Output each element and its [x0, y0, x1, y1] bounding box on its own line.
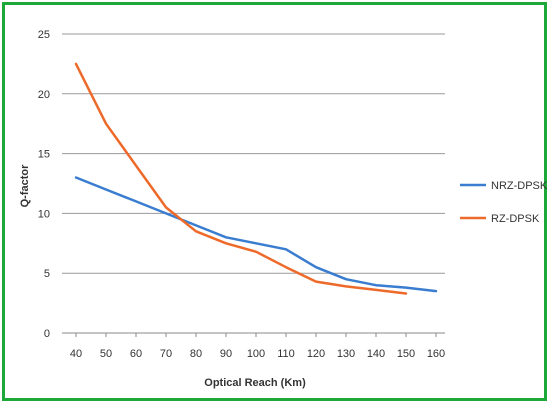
- x-axis-label: Optical Reach (Km): [204, 377, 306, 389]
- x-tick-label: 40: [70, 348, 82, 360]
- x-axis-ticks: 40 50 60 70 80 90 100 110 120 130 140 150 160: [70, 333, 445, 360]
- y-tick-label: 20: [38, 89, 50, 101]
- y-tick-label: 5: [44, 268, 50, 280]
- x-tick-label: 70: [160, 348, 172, 360]
- legend-label: RZ-DPSK: [491, 213, 540, 225]
- x-tick-label: 90: [220, 348, 232, 360]
- y-tick-label: 0: [44, 328, 50, 340]
- series-line-1: [74, 176, 438, 293]
- series-lines: [74, 62, 438, 295]
- x-tick-label: 60: [130, 348, 142, 360]
- gridlines: [62, 33, 445, 334]
- x-tick-label: 110: [277, 348, 295, 360]
- chart-frame: [2, 2, 547, 401]
- x-tick-label: 50: [100, 348, 112, 360]
- x-tick-label: 100: [247, 348, 265, 360]
- x-tick-label: 130: [337, 348, 355, 360]
- y-tick-label: 25: [38, 29, 50, 41]
- x-tick-label: 80: [190, 348, 202, 360]
- legend-label: NRZ-DPSK: [491, 180, 548, 192]
- y-tick-label: 10: [38, 208, 50, 220]
- y-axis-ticks: 0 5 10 15 20 25: [38, 29, 50, 340]
- x-tick-label: 140: [367, 348, 385, 360]
- series-line-2: [74, 62, 408, 295]
- y-axis-label: Q-factor: [19, 164, 31, 208]
- x-tick-label: 150: [397, 348, 415, 360]
- legend: NRZ-DPSK RZ-DPSK: [460, 180, 548, 225]
- x-tick-label: 120: [307, 348, 325, 360]
- y-tick-label: 15: [38, 149, 50, 161]
- x-tick-label: 160: [427, 348, 445, 360]
